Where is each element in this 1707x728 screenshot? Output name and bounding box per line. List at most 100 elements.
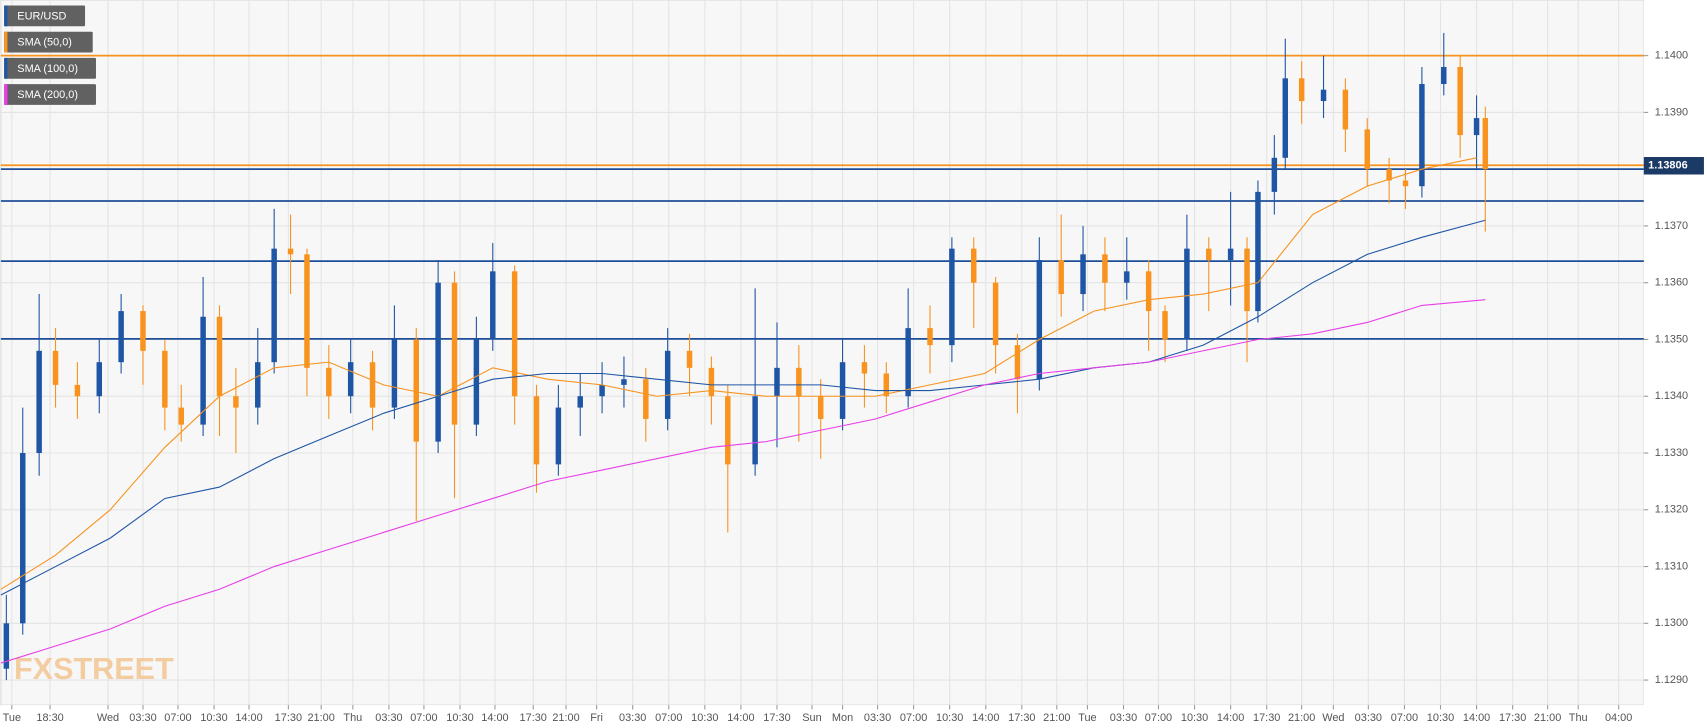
x-tick-label: 03:30 [619,712,646,724]
x-tick-label: 21:00 [1288,712,1315,724]
y-tick-label: 1.1310 [1655,560,1688,572]
candle-body [1386,169,1392,181]
y-tick-label: 1.1340 [1655,390,1688,402]
candle-body [140,311,146,351]
candle-body [577,396,583,408]
candle-body [369,362,376,408]
candle-body [927,328,933,346]
legend-swatch [4,5,8,27]
candle-body [490,271,496,340]
candle-body [1124,271,1130,283]
candle-body [774,367,780,397]
x-tick-label: Tue [1078,712,1096,724]
x-tick-label: 17:30 [763,712,790,724]
candle-body [1298,78,1305,102]
candle-body [1441,66,1447,85]
price-tag-label: 1.13806 [1648,160,1687,172]
x-tick-label: 21:00 [307,712,334,724]
y-tick-label: 1.1360 [1655,277,1688,289]
candle-body [162,350,168,408]
legend-label: EUR/USD [17,10,66,22]
legend-swatch [4,31,8,53]
x-tick-label: 07:00 [164,712,191,724]
x-tick-label: 14:00 [972,712,999,724]
x-tick-label: 03:30 [1110,712,1137,724]
candle-body [1036,259,1043,380]
candle-body [1364,129,1370,170]
candle-body [1402,180,1409,187]
legend-box[interactable] [4,84,96,105]
legend-box[interactable] [4,5,86,27]
candle-body [1058,259,1064,295]
legend-label: SMA (100,0) [17,63,78,75]
candle-body [216,316,223,397]
candle-body [1473,118,1480,136]
x-tick-label: 03:30 [129,712,156,724]
candle-body [413,339,419,442]
candle-body [304,254,310,368]
candle-body [347,362,354,397]
x-tick-label: 14:00 [481,712,508,724]
candle-body [451,282,458,425]
legend-swatch [4,57,8,79]
y-tick-label: 1.1390 [1655,106,1688,118]
x-tick-label: 21:00 [552,712,579,724]
candle-body [905,328,911,397]
price-tag [1643,157,1704,175]
candle-body [599,384,605,397]
candle-body [1080,254,1086,295]
x-tick-label: 21:00 [1534,712,1561,724]
legend-box[interactable] [4,57,96,79]
candle-body [861,362,868,374]
x-tick-label: 17:30 [1499,712,1526,724]
y-tick-label: 1.1290 [1655,674,1688,686]
candle-body [233,396,239,408]
candle-body [796,367,802,397]
candle-body [1145,271,1152,312]
legend-label: SMA (50,0) [17,37,72,49]
x-tick-label: 14:00 [1463,712,1490,724]
x-tick-label: Mon [832,712,853,724]
candle-body [992,282,999,346]
plot [0,32,1489,681]
y-tick-label: 1.1400 [1655,50,1688,62]
candle-body [1282,78,1289,158]
x-tick-label: 10:30 [200,712,227,724]
candle-body [533,396,540,465]
candle-body [52,350,59,385]
y-tick-label: 1.1320 [1655,504,1688,516]
candle-body [555,407,562,465]
candle-body [1255,191,1261,312]
x-tick-label: 17:30 [1253,712,1280,724]
candle-body [96,362,102,397]
candle-body [1102,254,1108,283]
candle-body [1419,84,1425,187]
x-tick-label: 17:30 [1008,712,1035,724]
candle-body [1184,248,1190,340]
candle-body [752,396,758,465]
legend-box[interactable] [4,31,93,53]
candle-body [883,373,890,397]
candle-body [287,248,294,255]
candle-body [326,367,332,397]
candle-body [1206,248,1212,260]
candle-body [949,248,955,346]
candle-body [435,282,441,442]
candle-body [1014,345,1021,380]
candle-body [971,248,977,283]
x-tick-label: Wed [97,712,119,724]
x-tick-label: Wed [1322,712,1344,724]
legend: EUR/USD SMA (50,0) SMA (100,0) SMA (200,0) [4,5,96,105]
candle-body [511,271,518,397]
x-tick-label: 17:30 [520,712,547,724]
candle-body [1244,248,1250,312]
candle-body [1227,248,1234,260]
x-tick-label: 07:00 [655,712,682,724]
candle-body [1482,118,1489,170]
sma-line [0,157,1477,590]
candle-body [664,350,671,419]
x-tick-label: 10:30 [936,712,963,724]
x-tick-label: 07:00 [1391,712,1418,724]
